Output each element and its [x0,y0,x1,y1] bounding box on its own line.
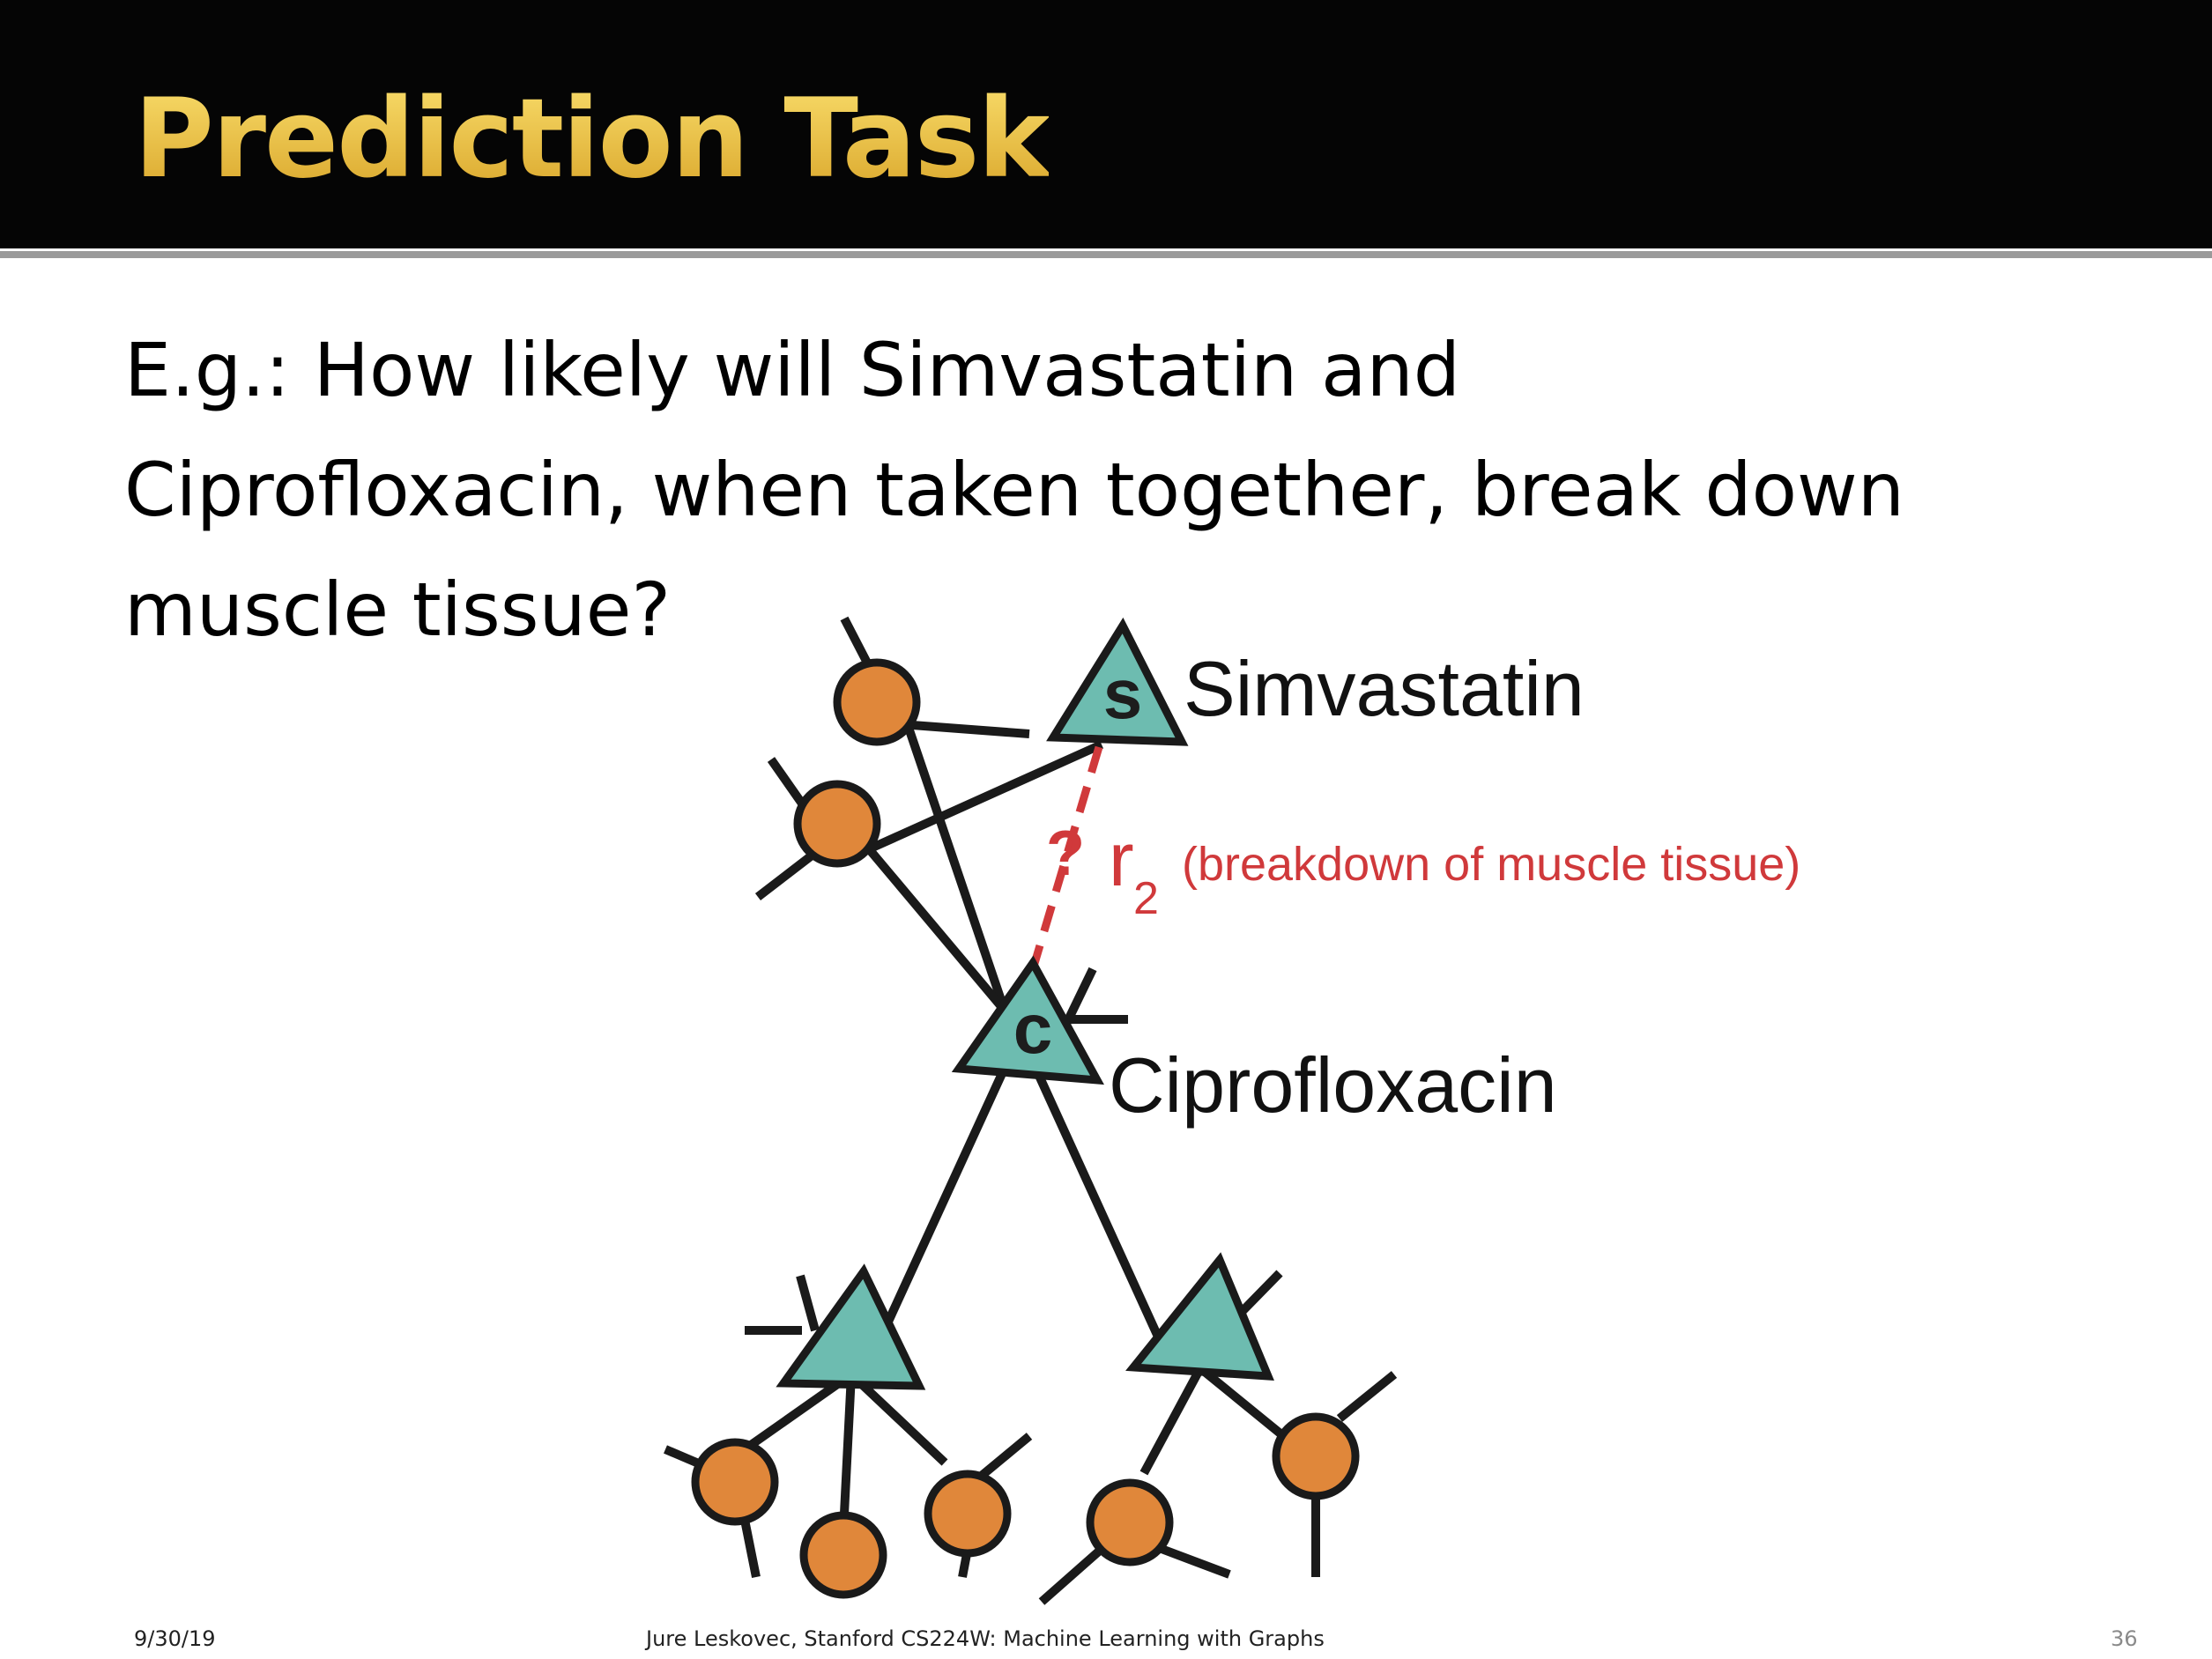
edge [1038,1545,1105,1605]
edge [911,721,1030,738]
footer-credit: Jure Leskovec, Stanford CS224W: Machine … [646,1626,1325,1651]
title-divider [0,251,2212,258]
drug-node-s [1046,617,1189,746]
slide-title: Prediction Task [134,76,1050,203]
edge [903,723,1009,1012]
edge [754,849,819,900]
drug-c-letter: c [1013,989,1053,1068]
relation-symbol: r [1109,818,1134,902]
protein-node [793,780,881,868]
question-line-1: E.g.: How likely will Simvastatin and [124,327,1461,413]
relation-question-mark: ? [1046,818,1085,889]
protein-node [799,1511,887,1599]
edge [863,842,1008,1014]
footer-date: 9/30/19 [134,1626,216,1651]
drug-s-name: Simvastatin [1184,645,1585,732]
relation-subscript: 2 [1133,873,1159,924]
question-text: E.g.: How likely will Simvastatin and Ci… [124,310,2116,670]
edge [796,1274,820,1332]
edge [1160,1544,1231,1579]
drug-nodes [776,617,1274,1390]
edge [1139,1366,1205,1476]
protein-node [691,1438,779,1526]
edge [1197,1365,1295,1446]
drug-node-c [951,955,1104,1085]
page-number: 36 [2111,1626,2138,1651]
edge [1031,1065,1166,1347]
edge [848,1371,948,1466]
title-bar [0,0,2212,248]
protein-nodes [691,658,1360,1599]
edge [1237,1270,1283,1316]
edge [1062,967,1097,1026]
question-line-2: Ciprofloxacin, when taken together, brea… [124,447,1904,533]
drug-s-letter: s [1103,655,1143,733]
relation-description: (breakdown of muscle tissue) [1182,838,1800,891]
drug-c-name: Ciprofloxacin [1109,1041,1557,1129]
drug-node [1125,1252,1274,1381]
edge [767,757,806,806]
edge [1336,1371,1398,1422]
edge [870,740,1104,852]
protein-node [833,658,921,746]
protein-node [924,1470,1012,1558]
protein-node [1272,1412,1360,1500]
edge [840,1374,856,1515]
drug-node [776,1263,926,1390]
graph-edges [664,616,1398,1605]
question-line-3: muscle tissue? [124,567,672,653]
edge [884,1065,1009,1324]
protein-node [1086,1478,1174,1566]
